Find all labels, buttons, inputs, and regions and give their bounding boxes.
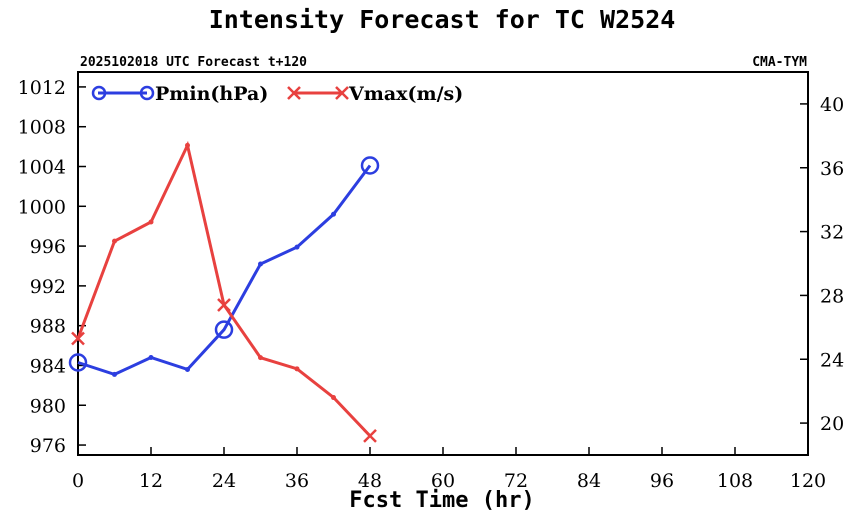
vmax-point xyxy=(217,298,231,312)
legend-pmin-marker-left xyxy=(91,85,107,101)
y-left-tick-label: 1004 xyxy=(18,157,66,179)
y-left-tick-label: 984 xyxy=(30,355,66,377)
x-tick-label: 24 xyxy=(212,470,236,492)
x-axis: 0 12 24 36 48 60 72 84 96 108 120 xyxy=(72,447,826,492)
legend-pmin-marker-right xyxy=(139,85,155,101)
legend-entry-vmax: Vmax(m/s) xyxy=(287,83,463,105)
y-left-tick-label: 980 xyxy=(30,395,66,417)
x-tick-label: 108 xyxy=(717,470,753,492)
y-left-tick-label: 1012 xyxy=(18,77,66,99)
y-left-tick-label: 1008 xyxy=(18,117,66,139)
y-left-tick-label: 996 xyxy=(30,236,66,258)
x-tick-label: 96 xyxy=(650,470,674,492)
y-right-tick-label: 40 xyxy=(820,94,844,116)
forecast-run-label: 2025102018 UTC Forecast t+120 xyxy=(80,55,307,70)
y-left-tick-label: 1000 xyxy=(18,196,66,218)
plot-frame xyxy=(77,71,809,456)
series-layer xyxy=(68,140,380,443)
y-right-tick-label: 32 xyxy=(820,222,844,244)
pmin-series-line xyxy=(77,164,372,377)
vmax-point xyxy=(331,395,336,401)
pmin-point xyxy=(185,366,190,372)
pmin-point xyxy=(360,156,380,175)
x-tick-label: 12 xyxy=(139,470,163,492)
y-right-tick-label: 20 xyxy=(820,413,844,435)
vmax-point xyxy=(363,428,377,443)
x-tick-label: 72 xyxy=(504,470,528,492)
vmax-series-line xyxy=(76,140,372,437)
y-axis-left: 976 980 984 988 992 996 1000 1004 1008 1012 xyxy=(18,77,86,457)
vmax-point xyxy=(71,331,85,346)
legend-entry-pmin: Pmin(hPa) xyxy=(91,83,268,105)
legend-vmax-marker-right xyxy=(335,86,349,100)
vmax-point xyxy=(112,238,117,244)
y-left-tick-label: 976 xyxy=(30,435,66,457)
x-tick-label: 60 xyxy=(431,470,455,492)
y-axis-right: 20 24 28 32 36 40 xyxy=(800,94,844,435)
legend-pmin-label: Pmin(hPa) xyxy=(155,83,268,105)
pmin-point xyxy=(112,371,117,377)
pmin-point xyxy=(294,244,300,250)
pmin-point xyxy=(148,355,154,361)
x-tick-label: 84 xyxy=(577,470,601,492)
y-right-tick-label: 24 xyxy=(820,349,844,371)
pmin-point xyxy=(331,211,336,217)
vmax-point xyxy=(148,219,154,225)
x-tick-label: 120 xyxy=(790,470,826,492)
x-tick-label: 48 xyxy=(358,470,382,492)
legend-vmax-marker-left xyxy=(287,86,301,100)
x-tick-label: 0 xyxy=(72,470,84,492)
y-left-tick-label: 988 xyxy=(30,316,66,338)
chart-title: Intensity Forecast for TC W2524 xyxy=(209,5,676,34)
legend: Pmin(hPa) Vmax(m/s) xyxy=(91,83,463,105)
model-label: CMA-TYM xyxy=(752,55,807,70)
pmin-point xyxy=(68,353,88,372)
y-right-tick-label: 28 xyxy=(820,285,844,307)
pmin-point xyxy=(214,320,234,339)
vmax-point xyxy=(258,355,263,361)
x-axis-label: Fcst Time (hr) xyxy=(349,488,534,513)
x-tick-label: 36 xyxy=(285,470,309,492)
legend-vmax-label: Vmax(m/s) xyxy=(348,83,463,105)
pmin-point xyxy=(258,261,263,267)
vmax-point xyxy=(294,366,300,372)
y-right-tick-label: 36 xyxy=(820,158,844,180)
vmax-point xyxy=(185,142,190,148)
y-left-tick-label: 992 xyxy=(30,276,66,298)
